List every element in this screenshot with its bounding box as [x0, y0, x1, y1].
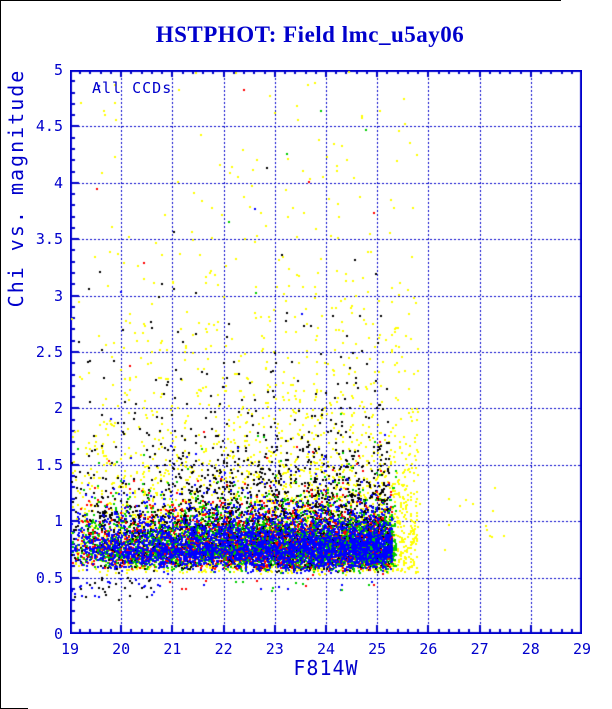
x-tick-label: 22 — [214, 640, 233, 658]
x-tick-label: 19 — [60, 640, 80, 658]
y-tick-label: 4.5 — [35, 117, 63, 136]
x-tick-label: 25 — [368, 640, 387, 658]
y-tick-label: 3 — [53, 286, 63, 305]
x-tick-label: 24 — [316, 640, 336, 658]
x-tick-label: 29 — [572, 640, 592, 658]
y-tick-label: 0 — [53, 625, 63, 643]
y-tick-label: 0.5 — [35, 568, 63, 587]
x-tick-label: 21 — [163, 640, 182, 658]
x-tick-label: 20 — [112, 640, 131, 658]
y-tick-label: 1.5 — [35, 455, 63, 474]
plot-title: HSTPHOT: Field lmc_u5ay06 — [155, 22, 465, 47]
y-tick-label: 1 — [53, 512, 63, 531]
y-tick-label: 2.5 — [35, 343, 63, 361]
x-tick-label: 27 — [470, 640, 489, 658]
y-tick-label: 3.5 — [35, 230, 63, 249]
window-border-top — [0, 0, 561, 1]
y-tick-label: 2 — [53, 399, 63, 418]
window-border-left — [0, 0, 1, 709]
x-axis-label: F814W — [293, 656, 359, 680]
x-tick-label: 28 — [521, 640, 540, 658]
y-tick-label: 5 — [53, 61, 63, 79]
x-tick-label: 23 — [265, 640, 284, 658]
y-tick-label: 4 — [53, 173, 63, 192]
x-tick-label: 26 — [419, 640, 438, 658]
ccd-annotation: All CCDs — [92, 79, 173, 97]
scatter-plot-canvas — [70, 70, 582, 634]
